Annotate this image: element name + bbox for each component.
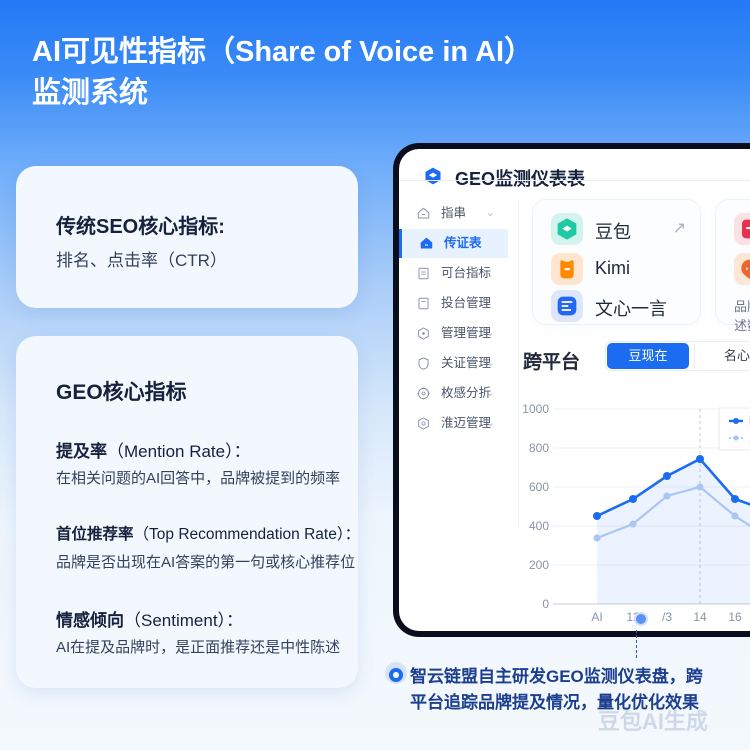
svg-text:1000: 1000: [523, 402, 549, 416]
svg-text:/3: /3: [662, 610, 672, 624]
svg-text:800: 800: [529, 441, 549, 455]
svg-text:600: 600: [529, 480, 549, 494]
svg-text:AI: AI: [591, 610, 602, 624]
svg-text:14: 14: [693, 610, 707, 624]
svg-text:400: 400: [529, 519, 549, 533]
svg-text:0: 0: [542, 597, 549, 611]
svg-text:200: 200: [529, 558, 549, 572]
svg-text:16: 16: [728, 610, 742, 624]
